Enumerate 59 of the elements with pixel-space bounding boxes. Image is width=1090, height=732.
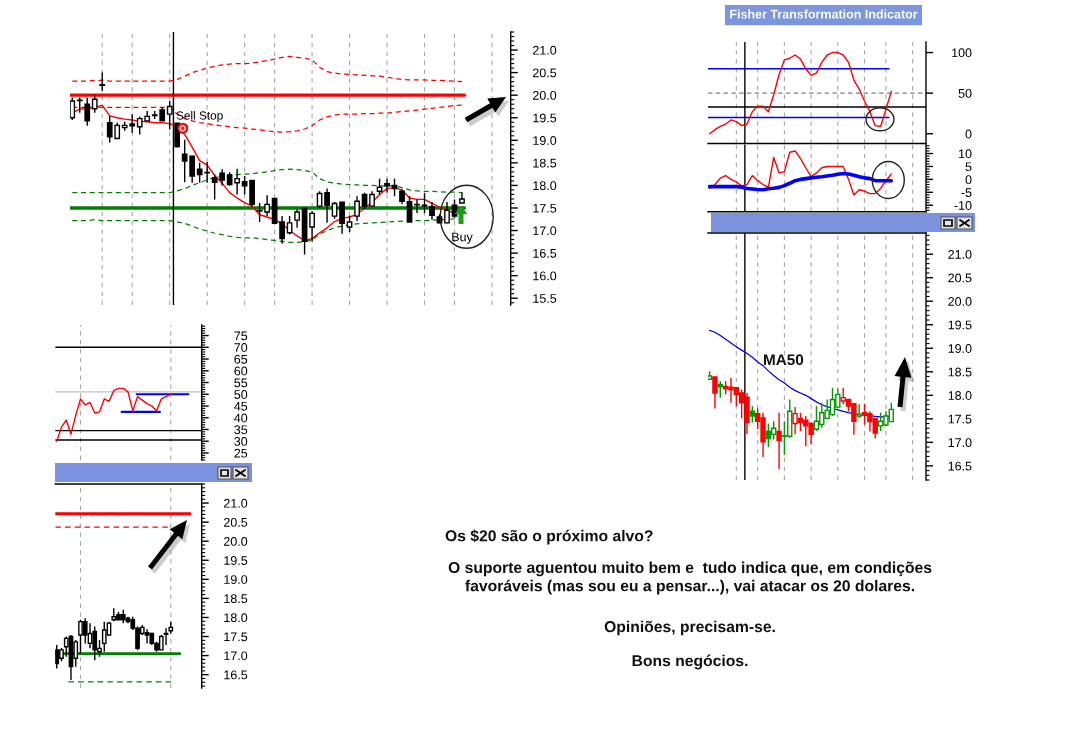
text: Opiniões, precisam-se. — [604, 620, 775, 636]
y-tick-label: 18.0 — [948, 391, 972, 400]
annotation: Sell Stop — [176, 111, 223, 122]
y-tick-label: 16.5 — [533, 248, 557, 258]
y-tick-label: 17.0 — [948, 438, 972, 448]
y-tick-label: 25 — [234, 448, 248, 458]
y-tick-label: 70 — [234, 343, 248, 352]
y-tick-label: 100 — [952, 48, 972, 58]
y-tick-label: 0 — [965, 175, 972, 185]
y-tick-label: 21.0 — [533, 45, 557, 55]
y-tick-label: 19.5 — [948, 320, 972, 330]
y-tick-label: 30 — [234, 437, 248, 446]
y-tick-label: 19.0 — [533, 136, 557, 145]
y-tick-label: 16.5 — [948, 461, 972, 471]
y-tick-label: 17.0 — [533, 226, 557, 236]
y-tick-label: 15.5 — [533, 294, 557, 303]
y-tick-label: 20.5 — [224, 517, 248, 527]
y-tick-label: 17.5 — [224, 632, 248, 642]
y-tick-label: 19.0 — [224, 575, 248, 584]
y-tick-label: 65 — [234, 354, 248, 364]
y-tick-label: 18.5 — [224, 594, 248, 604]
text: Os $20 são o próximo alvo? — [445, 529, 653, 545]
y-tick-label: 18.0 — [533, 181, 557, 191]
y-tick-label: 60 — [234, 366, 248, 376]
y-tick-label: 18.5 — [948, 367, 972, 377]
y-tick-label: 19.5 — [533, 113, 557, 123]
text: Bons negócios. — [632, 654, 748, 670]
y-tick-label: -5 — [961, 188, 972, 197]
y-tick-label: 16.5 — [224, 670, 248, 680]
y-tick-label: 17.0 — [224, 651, 248, 661]
y-tick-label: 45 — [234, 401, 248, 411]
y-tick-label: 19.0 — [948, 344, 972, 353]
y-tick-label: 17.5 — [948, 414, 972, 424]
y-tick-label: 5 — [965, 162, 972, 172]
y-tick-label: 50 — [958, 88, 972, 98]
y-tick-label: 20.5 — [533, 68, 557, 78]
y-tick-label: 17.5 — [533, 203, 557, 213]
y-tick-label: 20.0 — [224, 537, 248, 546]
y-tick-label: 0 — [965, 129, 972, 139]
series-label: MA50 — [764, 354, 804, 366]
y-tick-label: 21.0 — [948, 249, 972, 259]
y-tick-label: 50 — [234, 390, 248, 399]
y-tick-label: -10 — [954, 201, 972, 210]
text: O suporte aguentou muito bem e tudo indica que, em condições favoráveis (mas sou eu a pensar...), vai atacar os 20 dolares. — [448, 561, 932, 595]
y-tick-label: 16.0 — [533, 271, 557, 281]
y-tick-label: 20.5 — [948, 273, 972, 283]
y-tick-label: 35 — [234, 425, 248, 435]
y-tick-label: 20.0 — [533, 90, 557, 100]
y-tick-label: 75 — [234, 331, 248, 341]
y-tick-label: 21.0 — [224, 498, 248, 508]
y-tick-label: 18.0 — [224, 613, 248, 623]
y-tick-label: 18.5 — [533, 158, 557, 168]
y-tick-label: 20.0 — [948, 297, 972, 306]
y-tick-label: 10 — [959, 149, 972, 159]
y-tick-label: 55 — [234, 378, 248, 388]
annotation: Buy — [452, 232, 473, 244]
y-tick-label: 40 — [234, 413, 248, 423]
y-tick-label: 19.5 — [224, 556, 248, 565]
chart-title: Fisher Transformation Indicator — [730, 9, 918, 19]
